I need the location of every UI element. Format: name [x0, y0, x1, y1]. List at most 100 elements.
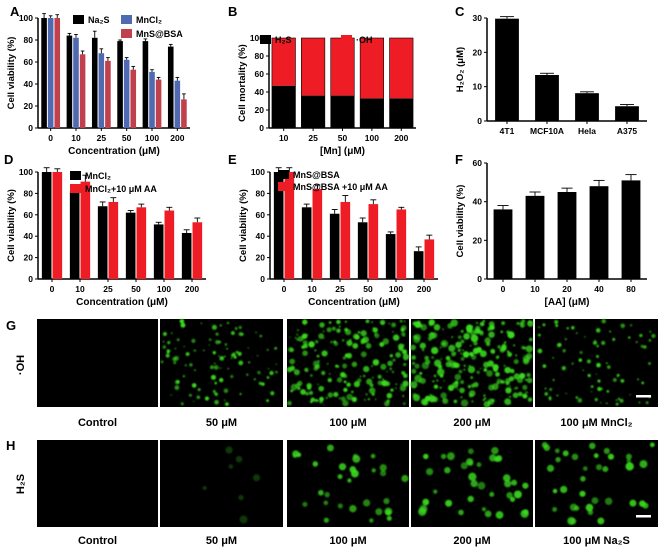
bar-C-0-0 [495, 18, 519, 121]
green-spot [392, 330, 394, 333]
green-spot [328, 321, 332, 324]
green-spot [398, 346, 404, 352]
green-spot [189, 363, 193, 367]
y-tick-label: 20 [24, 101, 34, 111]
green-spot [601, 318, 606, 324]
green-spot [365, 393, 368, 396]
bar-E-1-1 [312, 189, 323, 279]
green-spot [377, 380, 383, 386]
green-cell [484, 510, 492, 518]
bar-A-0-2 [91, 37, 98, 128]
green-spot [173, 361, 177, 365]
green-cell [468, 448, 474, 455]
green-spot [552, 379, 555, 381]
bar-D-0-1 [69, 191, 80, 279]
green-spot [410, 344, 416, 351]
green-spot [322, 330, 325, 333]
green-spot [526, 347, 529, 350]
green-spot [451, 336, 454, 339]
green-spot [440, 358, 443, 360]
green-spot [359, 375, 362, 378]
green-spot [247, 347, 249, 349]
green-cell [324, 491, 330, 498]
green-cell [495, 511, 504, 519]
green-spot [224, 343, 228, 346]
bar-A-2-0 [54, 18, 61, 128]
green-spot [387, 360, 393, 367]
green-spot [343, 380, 347, 384]
green-spot [433, 320, 435, 322]
green-cell [362, 499, 371, 507]
green-cell [582, 466, 588, 471]
x-tick-label: 100 [389, 284, 403, 294]
green-spot [579, 351, 583, 355]
micrograph-background [37, 440, 158, 527]
green-spot [230, 331, 235, 335]
green-spot [246, 373, 249, 376]
green-cell [369, 518, 374, 523]
green-spot [224, 399, 226, 401]
green-spot [482, 399, 485, 402]
green-spot [167, 340, 171, 345]
green-spot [275, 370, 278, 374]
green-cell [371, 468, 376, 473]
green-spot [389, 367, 393, 371]
green-spot [180, 322, 186, 328]
green-spot [362, 336, 370, 344]
green-spot [266, 348, 269, 352]
bar-B-0-3 [360, 98, 384, 128]
y-tick-label: 80 [256, 188, 266, 198]
green-spot [165, 353, 170, 358]
micrograph-row-G: G ·OH Control 50 μM 100 μM 200 μM 100 μM MnCl₂ [6, 318, 658, 429]
green-spot [649, 330, 652, 333]
green-spot [561, 365, 567, 371]
green-spot [639, 333, 643, 338]
row-label-H: H₂S [15, 474, 27, 494]
green-spot [442, 328, 444, 331]
green-spot [455, 341, 462, 349]
panel-label-G: G [6, 318, 16, 333]
green-spot [266, 376, 270, 379]
green-spot [521, 345, 525, 350]
caption-G-3: 200 μM [453, 417, 490, 429]
green-spot [505, 381, 510, 386]
bar-C-0-2 [575, 93, 599, 121]
green-spot [366, 378, 373, 385]
green-spot [544, 387, 547, 390]
legend-swatch-B-1 [341, 35, 352, 44]
green-spot [514, 386, 519, 390]
green-spot [211, 324, 217, 330]
green-spot [162, 340, 165, 343]
green-spot [519, 372, 526, 379]
green-spot [296, 333, 299, 336]
green-spot [606, 390, 610, 393]
green-spot [522, 358, 530, 365]
green-spot [476, 370, 480, 374]
micrograph-H-1 [160, 440, 283, 527]
green-spot [463, 333, 470, 340]
green-spot [500, 330, 504, 334]
fluorescence-signal [410, 319, 534, 408]
green-spot [617, 397, 621, 401]
green-spot [497, 345, 501, 349]
green-spot [432, 380, 435, 383]
green-cell [522, 482, 529, 489]
green-spot [312, 360, 320, 368]
green-spot [351, 390, 354, 394]
green-spot [526, 377, 533, 384]
green-cell [629, 499, 637, 507]
green-cell [338, 463, 347, 471]
green-spot [166, 349, 170, 352]
green-spot [390, 388, 394, 392]
green-spot [413, 386, 416, 389]
bar-F-0-4 [621, 180, 641, 279]
green-spot [525, 345, 533, 353]
green-spot [382, 382, 384, 384]
green-spot [612, 337, 616, 341]
green-spot [517, 391, 523, 397]
green-spot [290, 389, 294, 393]
green-spot [266, 399, 269, 402]
green-cell [337, 503, 343, 509]
green-spot [180, 402, 184, 406]
caption-H-4: 100 μM Na₂S [563, 535, 630, 547]
